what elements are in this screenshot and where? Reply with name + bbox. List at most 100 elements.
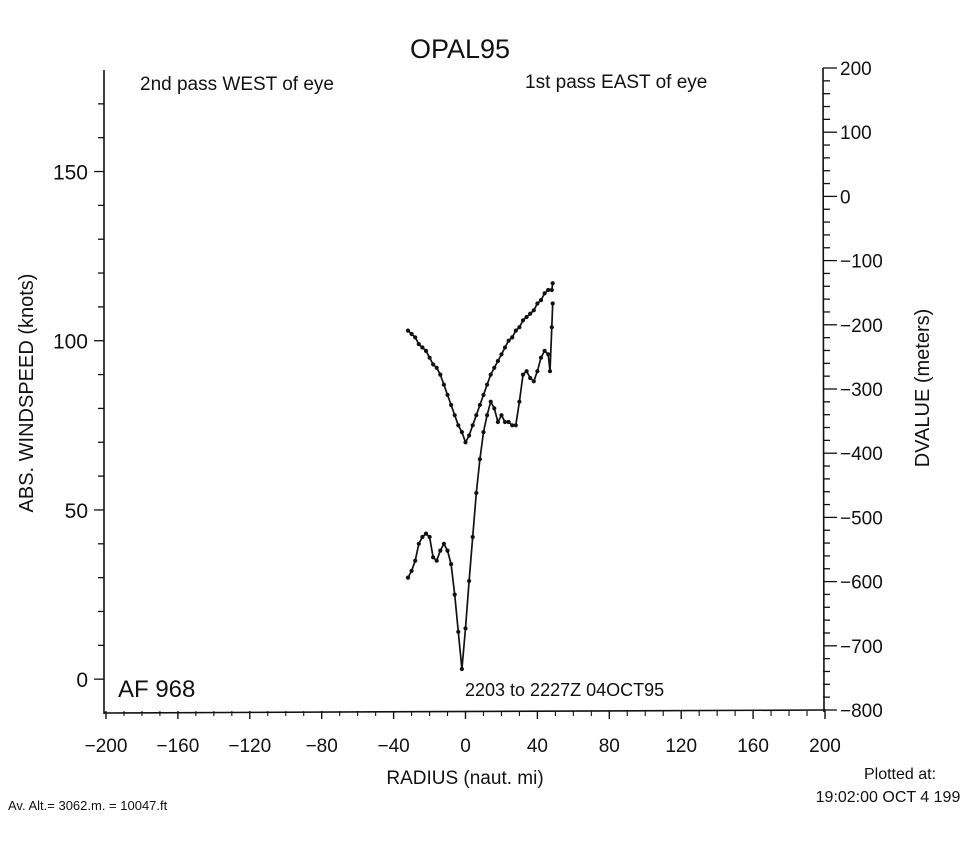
y-right-tick-label: 0 — [840, 187, 851, 208]
series-2-point — [513, 423, 518, 428]
y-right-tick-label: −700 — [840, 637, 883, 658]
y-left-tick-label: 50 — [65, 500, 88, 523]
chart-title: OPAL95 — [410, 34, 510, 64]
series-2-point — [477, 457, 482, 462]
series-2-point — [549, 325, 554, 330]
series-1-point — [550, 281, 555, 286]
series-2-point — [470, 534, 475, 540]
series-1-point — [456, 423, 461, 428]
x-tick-label: −40 — [377, 736, 409, 757]
series-2-point — [506, 419, 511, 425]
series-1-point — [549, 287, 554, 293]
series-1-point — [538, 298, 544, 303]
series-1-point — [542, 291, 547, 296]
series-2-point — [528, 375, 533, 381]
series-1-point — [546, 287, 551, 293]
series-1-point — [528, 311, 533, 316]
series-1-point — [434, 365, 439, 370]
series-1-point — [474, 413, 479, 418]
series-1-point — [477, 402, 482, 408]
series-2-point — [531, 379, 536, 384]
y-right-tick-label: −300 — [840, 380, 883, 401]
series-1-point — [409, 331, 414, 337]
series-2-point — [546, 352, 551, 357]
series-1-point — [485, 382, 490, 387]
series-1-point — [502, 345, 508, 350]
series-2-point — [409, 568, 414, 574]
series-1-point — [405, 328, 411, 333]
series-1-point — [531, 308, 536, 313]
x-axis-ticks: −200 −160 −120 −80 −40 0 40 80 120 160 200 — [85, 711, 841, 757]
series-2-point — [499, 413, 504, 418]
x-tick-label: 80 — [599, 736, 620, 757]
series-1-point — [488, 372, 493, 377]
y-left-axis-ticks: 0 50 100 150 — [53, 103, 104, 692]
series-2-point — [463, 626, 468, 631]
series-1-point — [506, 338, 511, 343]
series-1-point — [467, 433, 472, 438]
x-tick-label: −160 — [157, 736, 200, 757]
series-1-point — [513, 328, 518, 333]
y-right-axis-ticks: −800 −700 −600 −500 −400 −300 −200 −100 0 100 200 — [823, 59, 883, 722]
series-2-point — [542, 348, 547, 353]
series-2-point — [416, 541, 421, 546]
series-2-point — [474, 490, 479, 496]
x-tick-label: −80 — [306, 736, 338, 757]
y-right-axis-label: DVALUE (meters) — [912, 309, 934, 468]
east-pass-label: 1st pass EAST of eye — [525, 72, 707, 93]
series-2-point — [547, 369, 553, 374]
series-2-point — [445, 548, 450, 553]
series-2-point — [492, 406, 497, 411]
series-1-point — [481, 392, 486, 397]
time-range-label: 2203 to 2227Z 04OCT95 — [465, 680, 664, 700]
series-2-point — [405, 575, 411, 580]
series-2-point — [538, 355, 544, 360]
series-2-point — [449, 562, 454, 567]
series-1-point — [470, 423, 475, 428]
series-2-point — [438, 548, 443, 553]
series-2-point — [441, 541, 446, 546]
series-1-point — [463, 440, 468, 445]
series-1-point — [510, 335, 515, 340]
series-2-point — [452, 592, 457, 597]
series-2-point — [423, 531, 429, 536]
series-2-point — [550, 301, 555, 306]
series-1-point — [427, 355, 432, 360]
series-1-point — [452, 413, 457, 418]
y-left-tick-label: 100 — [53, 331, 88, 354]
series-line-1 — [407, 283, 554, 444]
series-1-point — [520, 318, 526, 323]
series-1-point — [535, 301, 540, 306]
right-axis-line — [822, 67, 825, 713]
series-2-point — [517, 399, 522, 404]
axes — [103, 67, 827, 714]
series-1-point — [438, 372, 443, 377]
series-1-point — [423, 348, 429, 353]
y-right-tick-label: −400 — [840, 444, 883, 465]
plotted-at-label: Plotted at: — [864, 766, 936, 783]
series-2-point — [488, 399, 493, 404]
y-right-tick-label: −600 — [840, 573, 883, 594]
avg-altitude-text: Av. Alt.= 3062.m. = 10047.ft — [8, 798, 168, 813]
series-layer — [405, 281, 555, 672]
y-right-tick-label: 100 — [840, 123, 872, 144]
series-2-point — [481, 430, 486, 435]
y-right-tick-label: −500 — [840, 508, 883, 529]
series-2-point — [420, 534, 425, 540]
series-2-point — [427, 534, 432, 540]
series-1-point — [413, 335, 418, 340]
y-left-tick-label: 0 — [76, 669, 88, 692]
y-right-tick-label: 200 — [840, 59, 872, 80]
x-tick-label: 0 — [460, 736, 471, 757]
series-2-point — [459, 666, 464, 672]
series-1-point — [441, 382, 446, 387]
series-2-point — [535, 369, 540, 374]
x-tick-label: 200 — [809, 736, 841, 757]
y-left-tick-label: 150 — [53, 162, 88, 185]
x-tick-label: 120 — [665, 736, 697, 757]
aircraft-label: AF 968 — [118, 676, 195, 703]
series-1-point — [449, 402, 454, 408]
series-2-point — [434, 558, 439, 563]
series-1-point — [492, 365, 497, 370]
